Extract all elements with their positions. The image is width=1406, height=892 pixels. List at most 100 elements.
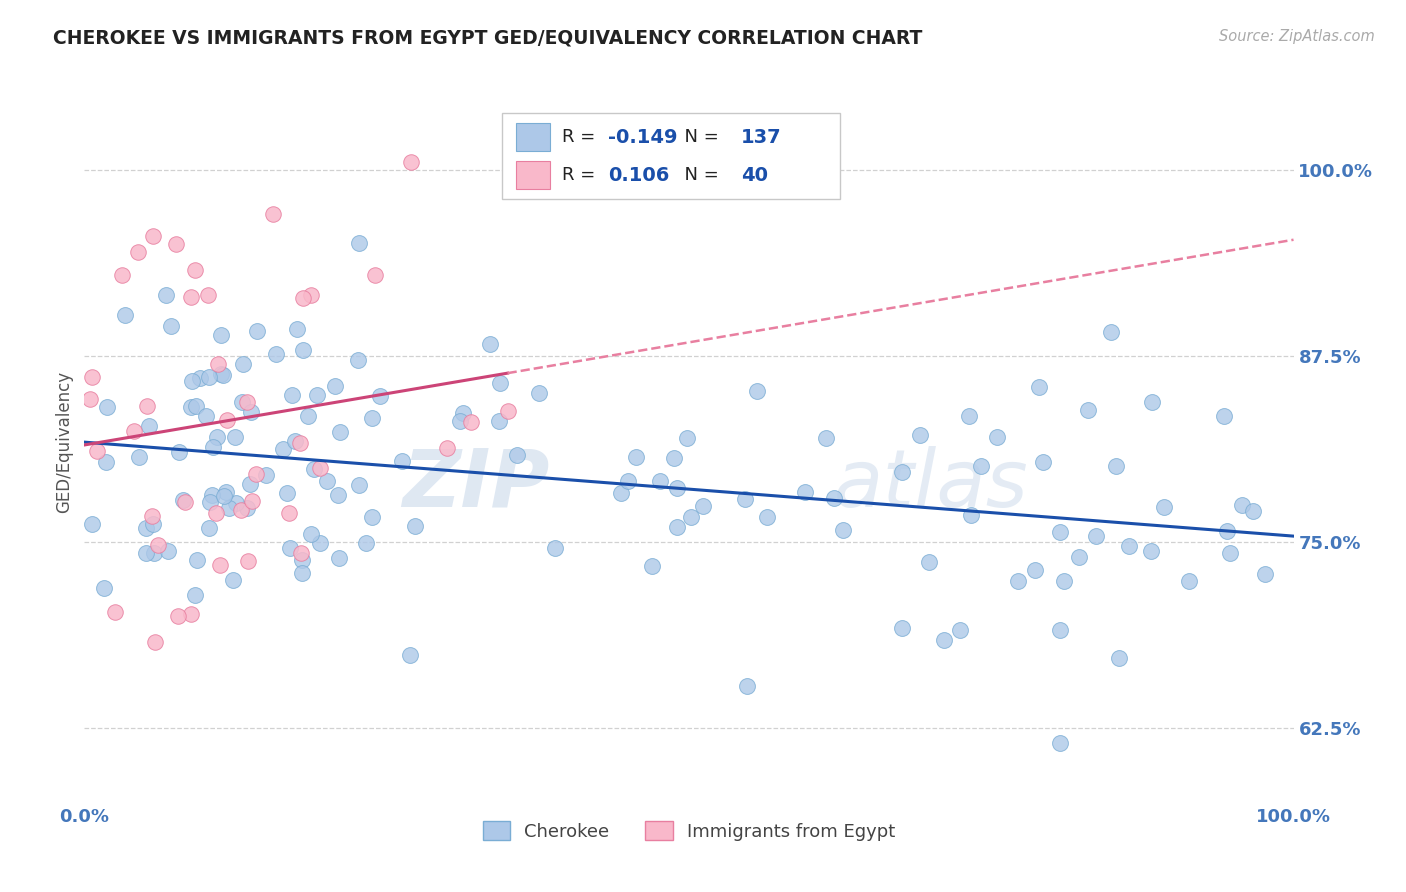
Point	[506, 448, 529, 462]
Point	[323, 379, 346, 393]
Point	[218, 500, 240, 515]
Point	[128, 450, 150, 464]
Point	[80, 370, 103, 384]
Text: ZIP: ZIP	[402, 446, 550, 524]
Point	[297, 409, 319, 423]
Point	[143, 635, 166, 649]
Point	[662, 450, 685, 465]
Point	[236, 500, 259, 515]
Point	[209, 327, 232, 342]
Point	[165, 236, 187, 251]
Point	[891, 621, 914, 635]
Point	[328, 550, 350, 565]
Point	[156, 543, 179, 558]
Point	[305, 388, 328, 402]
Point	[231, 503, 253, 517]
Point	[1232, 498, 1254, 512]
Point	[1153, 500, 1175, 514]
Point	[544, 541, 567, 556]
Point	[755, 510, 778, 524]
Point	[908, 427, 931, 442]
Point	[488, 376, 510, 390]
Point	[624, 450, 647, 464]
Point	[197, 521, 219, 535]
Point	[224, 430, 246, 444]
Point	[155, 288, 177, 302]
Point	[124, 424, 146, 438]
Point	[934, 633, 956, 648]
Point	[1118, 540, 1140, 554]
Point	[970, 458, 993, 473]
Point	[278, 541, 301, 555]
Point	[173, 495, 195, 509]
Point	[368, 389, 391, 403]
Point	[246, 324, 269, 338]
Point	[1067, 549, 1090, 564]
Point	[478, 336, 501, 351]
Text: R =: R =	[562, 128, 600, 146]
Point	[354, 535, 377, 549]
Point	[80, 517, 103, 532]
Point	[194, 409, 217, 423]
Point	[1032, 455, 1054, 469]
Point	[186, 552, 208, 566]
Text: Source: ZipAtlas.com: Source: ZipAtlas.com	[1219, 29, 1375, 44]
Point	[1077, 403, 1099, 417]
Point	[225, 496, 247, 510]
Point	[201, 488, 224, 502]
Point	[735, 679, 758, 693]
Point	[1007, 574, 1029, 589]
Point	[949, 623, 972, 637]
Point	[222, 573, 245, 587]
Point	[239, 405, 262, 419]
Point	[169, 445, 191, 459]
FancyBboxPatch shape	[516, 123, 550, 151]
Point	[291, 291, 314, 305]
Point	[360, 509, 382, 524]
Point	[451, 406, 474, 420]
Point	[1212, 409, 1234, 423]
Point	[160, 319, 183, 334]
Point	[1053, 574, 1076, 588]
Point	[648, 474, 671, 488]
Point	[665, 481, 688, 495]
Point	[347, 236, 370, 251]
Point	[285, 322, 308, 336]
Point	[404, 519, 426, 533]
Point	[264, 347, 287, 361]
Point	[1178, 574, 1201, 588]
Point	[135, 546, 157, 560]
Point	[986, 430, 1008, 444]
Point	[217, 413, 239, 427]
Point	[832, 524, 855, 538]
Text: 0.106: 0.106	[607, 166, 669, 185]
Point	[918, 556, 941, 570]
Point	[281, 388, 304, 402]
Point	[104, 605, 127, 619]
Point	[399, 155, 422, 169]
Point	[184, 263, 207, 277]
Point	[207, 357, 229, 371]
Point	[616, 474, 638, 488]
Point	[665, 520, 688, 534]
Point	[292, 343, 315, 358]
Point	[138, 418, 160, 433]
Text: -0.149: -0.149	[607, 128, 678, 146]
Point	[186, 400, 208, 414]
Point	[198, 495, 221, 509]
Point	[794, 484, 817, 499]
Point	[231, 394, 253, 409]
Point	[277, 506, 299, 520]
Point	[173, 493, 195, 508]
Point	[143, 546, 166, 560]
Point	[681, 509, 703, 524]
Point	[329, 425, 352, 440]
Point	[205, 506, 228, 520]
Legend: Cherokee, Immigrants from Egypt: Cherokee, Immigrants from Egypt	[475, 814, 903, 848]
Point	[1241, 503, 1264, 517]
Point	[254, 468, 277, 483]
Point	[236, 554, 259, 568]
Point	[1140, 395, 1163, 409]
Point	[436, 441, 458, 455]
Point	[316, 474, 339, 488]
